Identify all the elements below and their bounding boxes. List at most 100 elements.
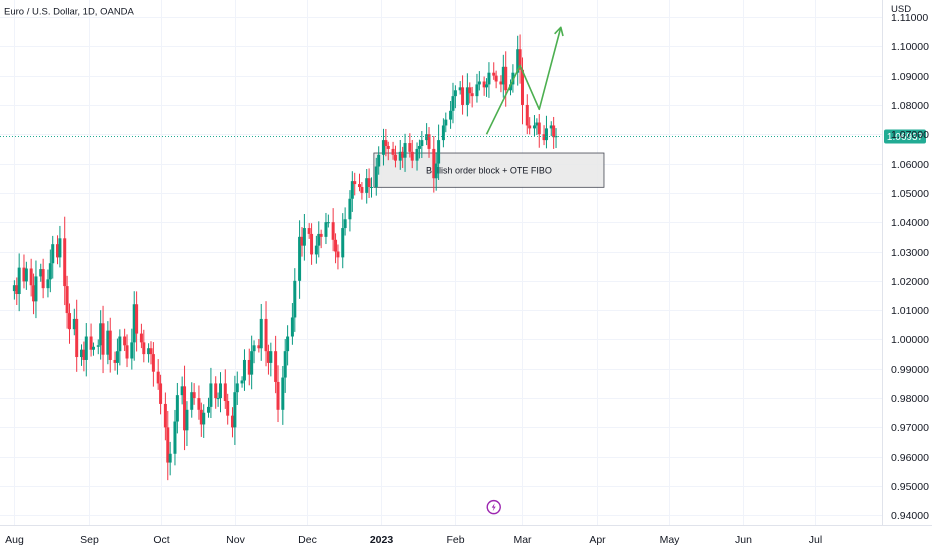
candle bbox=[185, 401, 189, 447]
candle-body bbox=[156, 371, 160, 384]
candle bbox=[22, 254, 26, 289]
candle-body bbox=[250, 351, 254, 375]
candle bbox=[410, 139, 414, 169]
last-price-label: 1.06937 bbox=[887, 132, 924, 143]
candle-body bbox=[75, 318, 79, 358]
candle bbox=[91, 342, 95, 356]
x-tick-label: Sep bbox=[80, 534, 99, 546]
candle-body bbox=[518, 49, 522, 70]
candle-body bbox=[420, 140, 424, 146]
candle-body bbox=[310, 233, 314, 255]
candle bbox=[106, 321, 110, 365]
candle-body bbox=[393, 154, 397, 161]
candle bbox=[475, 73, 479, 103]
candle bbox=[324, 212, 328, 245]
candle-body bbox=[207, 406, 211, 413]
candle-body bbox=[307, 228, 311, 234]
candle bbox=[216, 392, 220, 407]
candle bbox=[360, 182, 364, 200]
candle-body bbox=[449, 110, 453, 120]
candle-body bbox=[173, 421, 177, 454]
x-tick-label: Feb bbox=[446, 534, 464, 546]
candle bbox=[494, 70, 498, 89]
candle-body bbox=[240, 380, 244, 384]
candle bbox=[32, 273, 36, 315]
candle-body bbox=[214, 383, 218, 399]
candle-body bbox=[403, 143, 407, 158]
candle bbox=[183, 365, 187, 451]
candle bbox=[252, 340, 256, 364]
candle-body bbox=[209, 383, 213, 407]
candle bbox=[209, 367, 213, 419]
candle-body bbox=[166, 427, 170, 463]
candle-body bbox=[290, 317, 294, 337]
candle bbox=[427, 127, 431, 158]
candle bbox=[343, 207, 347, 236]
order-block-label: Bullish order block + OTE FIBO bbox=[426, 166, 552, 176]
candle bbox=[350, 171, 354, 212]
candle bbox=[123, 328, 127, 352]
candle bbox=[46, 269, 50, 298]
candle-body bbox=[487, 72, 491, 85]
lightning-alert-icon[interactable] bbox=[486, 499, 501, 515]
candle bbox=[147, 343, 151, 363]
candle-body bbox=[247, 359, 251, 375]
candle-body bbox=[259, 318, 263, 349]
candle bbox=[369, 177, 373, 198]
candle bbox=[420, 131, 424, 158]
candle bbox=[365, 168, 369, 204]
y-tick-label: 0.95000 bbox=[891, 481, 929, 493]
candle-body bbox=[39, 269, 43, 277]
candle bbox=[393, 145, 397, 168]
y-tick-label: 1.06000 bbox=[891, 159, 929, 171]
candle-body bbox=[302, 228, 306, 246]
candle bbox=[401, 146, 405, 168]
candle-body bbox=[199, 409, 203, 425]
candle bbox=[115, 338, 119, 375]
candle-body bbox=[381, 140, 385, 155]
candle-body bbox=[82, 349, 86, 360]
x-tick-label: Oct bbox=[153, 534, 169, 546]
candle-body bbox=[266, 351, 270, 363]
candle-body bbox=[32, 285, 36, 302]
candle bbox=[199, 402, 203, 437]
candle bbox=[250, 335, 254, 390]
candle-body bbox=[501, 66, 505, 85]
candle bbox=[125, 334, 129, 368]
candle-body bbox=[22, 267, 26, 282]
y-tick-label: 0.98000 bbox=[891, 393, 929, 405]
candle bbox=[441, 118, 445, 148]
candle-body bbox=[15, 285, 19, 295]
y-tick-label: 1.00000 bbox=[891, 334, 929, 346]
candle-body bbox=[461, 87, 465, 105]
candle bbox=[520, 57, 524, 125]
candle-body bbox=[106, 330, 110, 355]
candle-body bbox=[494, 75, 498, 82]
candle-body bbox=[528, 125, 532, 129]
candle-body bbox=[113, 359, 117, 363]
candle bbox=[552, 116, 556, 149]
candle bbox=[415, 142, 419, 171]
candle-body bbox=[183, 386, 187, 431]
overlay-layer: 1.06937 bbox=[0, 26, 926, 515]
candle-body bbox=[499, 81, 503, 85]
y-tick-label: 1.09000 bbox=[891, 71, 929, 83]
y-tick-label: 0.97000 bbox=[891, 422, 929, 434]
candle-body bbox=[453, 90, 457, 97]
candle bbox=[444, 112, 448, 133]
y-tick-label: 1.10000 bbox=[891, 41, 929, 53]
candle bbox=[485, 78, 489, 97]
annotation-layer: Bullish order block + OTE FIBO bbox=[373, 152, 605, 188]
candle-body bbox=[149, 348, 153, 355]
candle bbox=[542, 125, 546, 146]
candle bbox=[264, 301, 268, 367]
candle bbox=[518, 34, 522, 84]
x-tick-label: Jul bbox=[809, 534, 822, 546]
candle-body bbox=[63, 238, 67, 287]
candle bbox=[257, 339, 261, 353]
candle bbox=[425, 123, 429, 146]
candle-body bbox=[434, 163, 438, 179]
candle bbox=[314, 235, 318, 264]
candle bbox=[41, 258, 45, 299]
